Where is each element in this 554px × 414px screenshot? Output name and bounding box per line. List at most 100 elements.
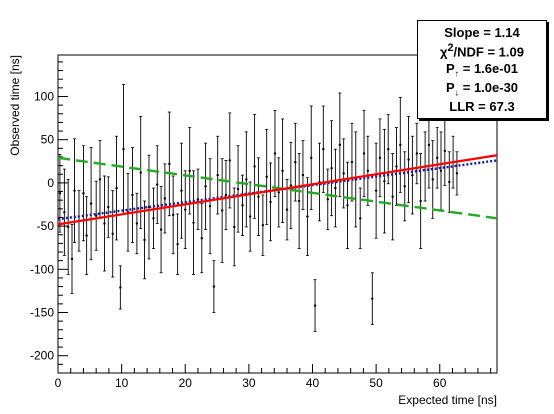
data-point [326,198,329,201]
data-point [338,143,342,147]
data-point [395,165,398,168]
data-point [415,152,419,155]
data-point [248,215,252,218]
stat-chi2-value: /NDF = 1.09 [453,43,524,59]
data-point [294,160,297,164]
y-tick-label: -150 [30,306,54,320]
data-point [152,217,155,220]
data-point [277,191,280,194]
data-point [273,152,277,155]
data-point [455,172,459,175]
x-tick-label: 10 [115,376,129,390]
data-point [66,225,70,229]
y-axis-title: Observed time [ns] [8,55,22,156]
y-tick-label: 100 [34,89,54,103]
stat-chi2-symbol: χ [440,43,448,59]
data-point [85,234,88,237]
stat-slope: Slope = 1.14 [444,24,520,40]
stat-p-up: P↑ = 1.6e-01 [446,61,518,79]
data-point [168,162,171,166]
data-point [330,167,333,170]
data-point [159,228,163,231]
data-point [399,143,402,147]
data-point [269,200,272,204]
data-point [362,152,366,155]
data-point [122,147,125,151]
stat-p-up-value: = 1.6e-01 [459,60,519,76]
stat-p-down-symbol: P [445,79,455,95]
stat-llr: LLR = 67.3 [449,99,515,115]
x-tick-label: 30 [242,376,256,390]
x-tick-label: 20 [179,376,193,390]
data-point [306,215,309,218]
data-point [119,286,122,289]
y-tick-label: 50 [41,133,55,147]
data-point [135,222,139,225]
data-point [334,186,337,190]
y-tick-label: 0 [47,176,54,190]
data-point [285,208,289,211]
data-points [58,83,459,332]
data-point [233,225,236,229]
data-point [261,224,265,227]
stat-p-up-arrow: ↑ [454,68,460,79]
data-point [435,156,439,160]
data-point [378,156,382,160]
data-point [188,169,191,172]
fit-line-solid [57,154,498,226]
data-point [98,178,102,181]
x-tick-label: 40 [306,376,320,390]
y-axis: -200 -150 -100 -50 0 50 100 [30,61,68,365]
data-point [313,304,317,307]
data-point [411,173,414,177]
data-point [374,189,378,192]
data-point [200,236,203,240]
data-point [301,173,305,177]
data-point [82,192,85,195]
data-point [289,184,293,187]
data-point [204,185,207,188]
data-point [346,204,349,207]
data-point [70,257,74,261]
fit-stats-box: Slope = 1.14 χ2/NDF = 1.09 P↑ = 1.6e-01 … [417,20,547,119]
data-point [171,213,175,217]
data-point [350,160,354,164]
data-point [253,165,256,168]
data-point [228,159,231,162]
data-point [236,187,240,191]
data-point [281,169,284,172]
data-point [241,204,244,207]
x-tick-label: 0 [55,376,62,390]
data-point [143,238,146,242]
data-point [73,189,76,192]
x-axis: 0 10 20 30 40 50 60 [55,364,492,390]
data-point [366,169,370,172]
y-tick-label: -100 [30,262,54,276]
stat-chi2: χ2/NDF = 1.09 [440,42,524,59]
data-point [448,180,451,184]
data-point [63,211,66,214]
data-point [431,178,434,181]
stat-p-down: P↓ = 1.0e-30 [446,80,518,98]
data-point [107,205,110,209]
stat-p-up-symbol: P [445,60,455,76]
fit-lines [57,154,498,226]
data-point [208,205,212,208]
data-point [427,143,431,147]
data-point [176,243,179,246]
data-point [342,172,345,175]
data-point [163,197,167,200]
data-point [403,185,406,188]
stat-p-down-arrow: ↓ [454,87,460,98]
data-point [212,285,216,288]
data-point [216,173,219,177]
plot-frame [57,54,498,374]
data-point [58,192,62,195]
data-point [245,178,248,181]
x-tick-label: 50 [369,376,383,390]
data-point [257,195,260,198]
x-tick-label: 60 [433,376,447,390]
data-point [387,147,390,151]
data-point [89,202,93,205]
y-tick-label: -200 [30,349,54,363]
